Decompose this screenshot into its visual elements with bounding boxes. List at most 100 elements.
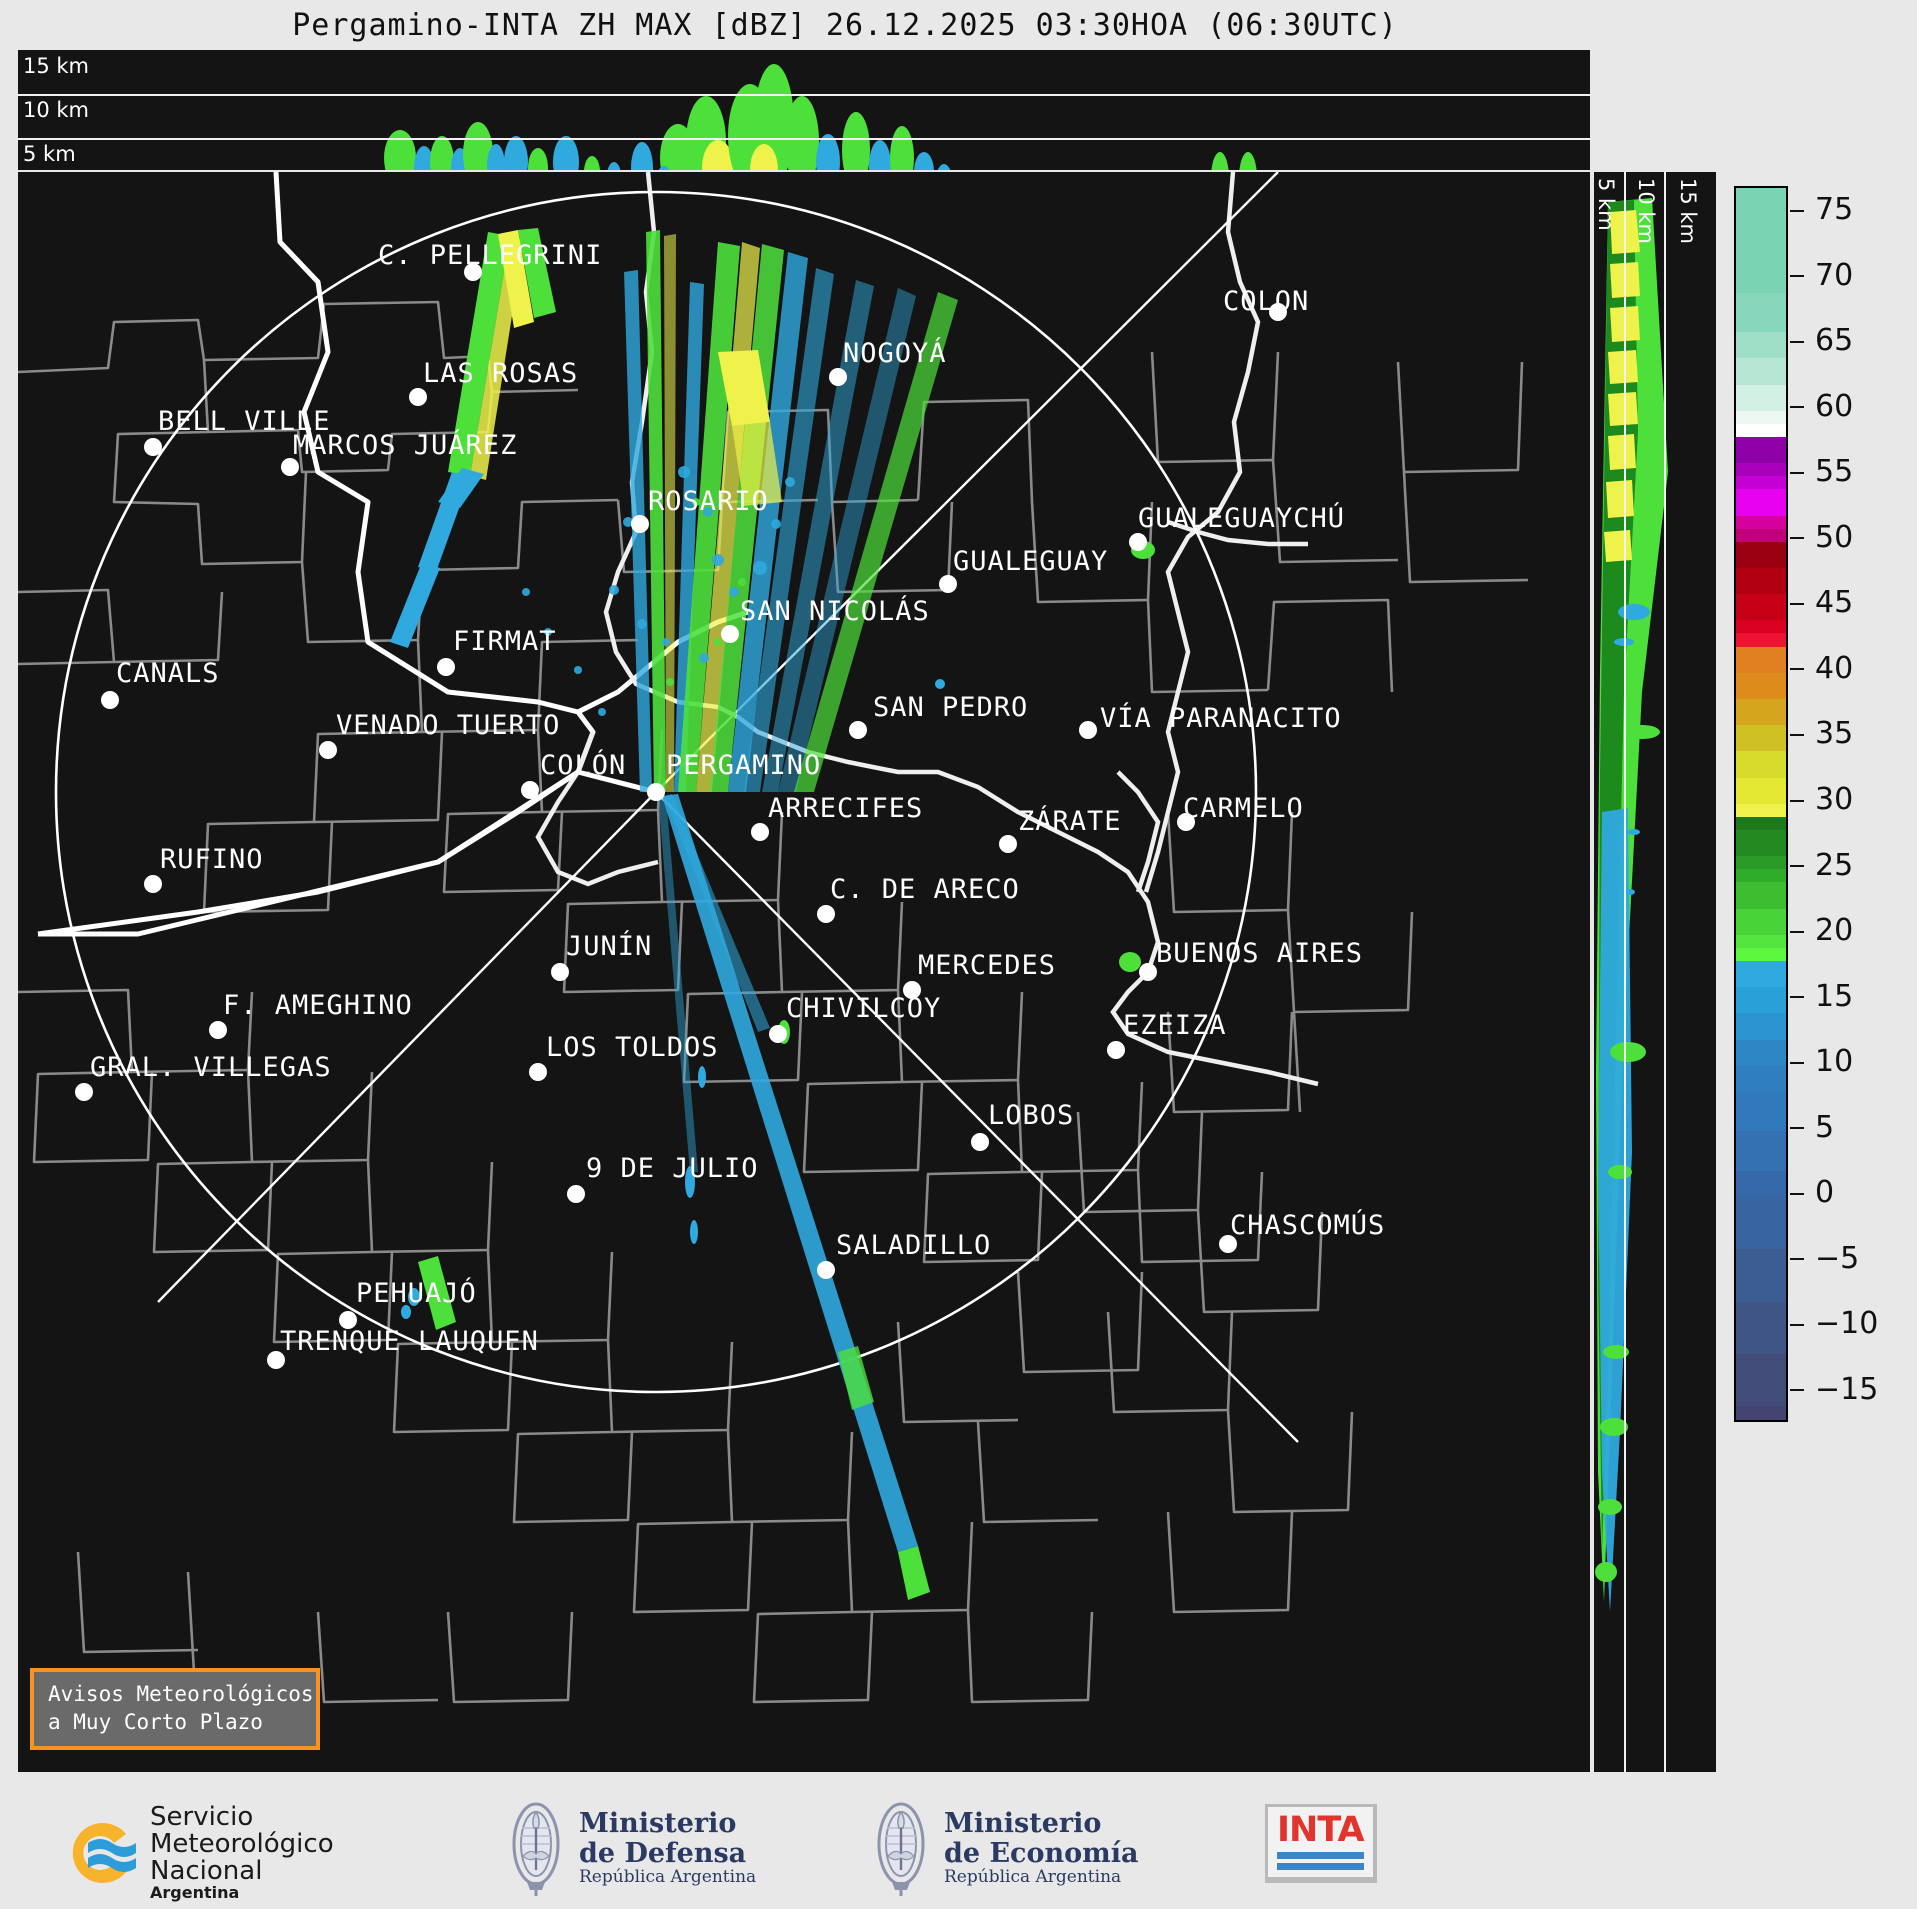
- city-label: PEHUAJÓ: [356, 1277, 477, 1309]
- inta-wordmark: INTA: [1277, 1810, 1365, 1850]
- city-label: LOS TOLDOS: [546, 1032, 719, 1063]
- city-label: COLÓN: [540, 749, 626, 781]
- colorbar-band-10: [1736, 1065, 1786, 1092]
- city-label: GUALEGUAY: [953, 546, 1108, 577]
- city-dot: [751, 823, 769, 841]
- colorbar-band--16: [1736, 1406, 1786, 1420]
- city-label: CARMELO: [1183, 793, 1304, 824]
- colorbar-tick-5: 5: [1790, 1110, 1834, 1145]
- city-dot: [1177, 813, 1195, 831]
- colorbar-band-42: [1736, 646, 1786, 673]
- city-label: FIRMAT: [453, 626, 557, 657]
- colorbar-band-34: [1736, 751, 1786, 778]
- city-dot: [971, 1133, 989, 1151]
- colorbar-tick-30: 30: [1790, 782, 1853, 817]
- city-dot: [631, 515, 649, 533]
- city-label: ZÁRATE: [1018, 805, 1122, 837]
- colorbar-band-58: [1736, 436, 1786, 464]
- range-ring-outer: [54, 190, 1258, 1394]
- colorbar-band-22: [1736, 908, 1786, 935]
- colorbar-band-44: [1736, 620, 1786, 634]
- city-label: BELL VILLE: [158, 406, 331, 437]
- city-label: C. PELLEGRINI: [378, 240, 602, 271]
- colorbar-band-18: [1736, 960, 1786, 988]
- colorbar-band-8: [1736, 1091, 1786, 1132]
- footer-logos: Servicio Meteorológico Nacional Argentin…: [0, 1790, 1917, 1909]
- altitude-gridline-10km: [18, 94, 1590, 96]
- colorbar-band-46: [1736, 594, 1786, 621]
- echo-blobs-right: [1595, 198, 1668, 1612]
- city-label: CHASCOMÚS: [1230, 1209, 1385, 1241]
- city-label: C. DE ARECO: [830, 874, 1020, 905]
- altitude-label-5km: 5 km: [23, 142, 76, 166]
- colorbar-band-19: [1736, 947, 1786, 961]
- colorbar-band--12: [1736, 1354, 1786, 1407]
- warning-line-2: a Muy Corto Plazo: [48, 1710, 263, 1734]
- city-label: VENADO TUERTO: [336, 710, 560, 741]
- city-dot: [1219, 1235, 1237, 1253]
- city-dot: [1269, 303, 1287, 321]
- city-dot: [551, 963, 569, 981]
- city-dot: [849, 721, 867, 739]
- city-dot: [144, 875, 162, 893]
- colorbar-band-55: [1736, 476, 1786, 490]
- city-label: PERGAMINO: [666, 750, 821, 781]
- city-dot: [464, 263, 482, 281]
- colorbar-tick-minus10: −10: [1790, 1306, 1878, 1341]
- warning-box[interactable]: Avisos Meteorológicos a Muy Corto Plazo: [30, 1668, 320, 1750]
- colorbar-band-56: [1736, 463, 1786, 477]
- smn-logo: Servicio Meteorológico Nacional Argentin…: [62, 1803, 334, 1903]
- colorbar-band-12: [1736, 1039, 1786, 1066]
- altitude-label-15km-right: 15 km: [1676, 178, 1700, 245]
- colorbar-tick-20: 20: [1790, 913, 1853, 948]
- economia-line-1: Ministerio: [944, 1807, 1102, 1839]
- colorbar-tick-25: 25: [1790, 848, 1853, 883]
- department-borders: [18, 300, 1529, 1704]
- city-dot: [769, 1025, 787, 1043]
- colorbar-band-43: [1736, 633, 1786, 647]
- altitude-label-10km: 10 km: [23, 98, 90, 122]
- defensa-line-1: Ministerio: [579, 1807, 737, 1839]
- city-label: ARRECIFES: [768, 793, 923, 824]
- inta-stripe-1: [1277, 1852, 1364, 1859]
- smn-line-2: Meteorológico: [150, 1829, 334, 1860]
- colorbar-tick-75: 75: [1790, 192, 1853, 227]
- city-label: SALADILLO: [836, 1230, 991, 1261]
- inta-logo: INTA: [1265, 1804, 1377, 1883]
- economia-line-3: República Argentina: [944, 1867, 1122, 1888]
- city-dot: [267, 1351, 285, 1369]
- colorbar-band-2: [1736, 1170, 1786, 1197]
- colorbar-band-62: [1736, 384, 1786, 411]
- colorbar-tick-35: 35: [1790, 716, 1853, 751]
- altitude-gridline-10km-right: [1664, 172, 1666, 1772]
- colorbar-band-40: [1736, 672, 1786, 699]
- colorbar-band-36: [1736, 725, 1786, 752]
- radar-plan-view-map[interactable]: C. PELLEGRINI LAS ROSAS BELL VILLE MARCOS J…: [18, 172, 1590, 1772]
- economia-line-2: de Economía: [944, 1837, 1139, 1869]
- colorbar-band-52: [1736, 515, 1786, 529]
- city-dot: [281, 458, 299, 476]
- colorbar-tick-45: 45: [1790, 585, 1853, 620]
- inta-stripe-2: [1277, 1863, 1364, 1870]
- top-cross-section-panel: 15 km 10 km 5 km: [18, 50, 1590, 170]
- smn-line-4: Argentina: [150, 1883, 240, 1903]
- colorbar-band-30: [1736, 803, 1786, 817]
- colorbar-tick-55: 55: [1790, 454, 1853, 489]
- top-cross-section-canvas: [384, 64, 1257, 170]
- colorbar-band-64: [1736, 358, 1786, 385]
- argentina-coat-of-arms-icon: [877, 1802, 925, 1896]
- altitude-gridline-5km-right: [1624, 172, 1626, 1772]
- city-dot: [1079, 721, 1097, 739]
- ministerio-defensa-logo: Ministerio de Defensa República Argentin…: [505, 1798, 756, 1898]
- colorbar-band-25: [1736, 869, 1786, 883]
- city-dot: [521, 781, 539, 799]
- colorbar-tick-0: 0: [1790, 1175, 1834, 1210]
- colorbar-band-28: [1736, 829, 1786, 857]
- colorbar-tick-40: 40: [1790, 651, 1853, 686]
- city-dot: [829, 368, 847, 386]
- colorbar-band-75: [1736, 188, 1786, 254]
- colorbar-band-14: [1736, 1013, 1786, 1040]
- city-label: SAN PEDRO: [873, 692, 1028, 723]
